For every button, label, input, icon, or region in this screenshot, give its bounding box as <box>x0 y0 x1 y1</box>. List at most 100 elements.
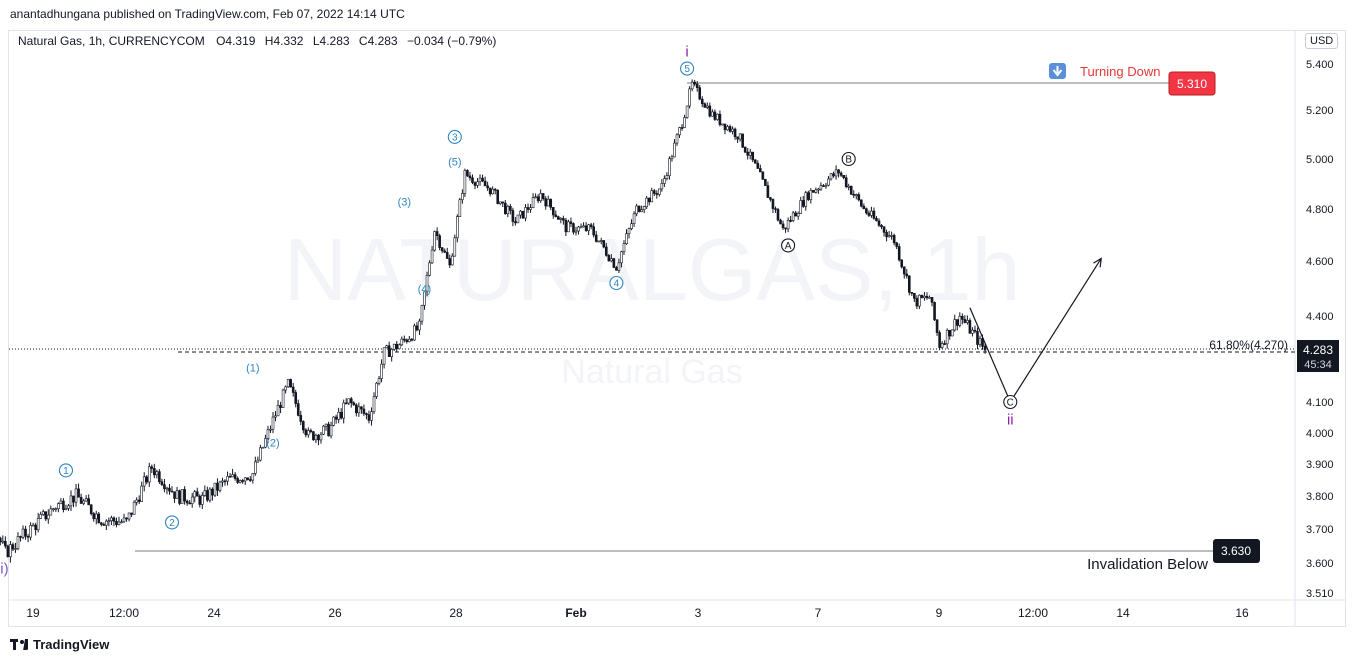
price-tick-5: 4.400 <box>1306 311 1334 323</box>
current-price-value: 4.283 <box>1303 343 1333 357</box>
candle-26-7-body <box>415 325 419 331</box>
candle-20-4-body <box>296 403 300 416</box>
candle-29-4-body <box>458 199 462 217</box>
candle-10-3-body <box>62 500 65 510</box>
down-arrow-glyph <box>1052 66 1063 77</box>
wave-label-3: (1) <box>246 363 259 375</box>
candle-24-2-body <box>372 396 376 413</box>
price-tick-7: 4.000 <box>1306 428 1334 440</box>
candle-25-6-body <box>397 344 401 350</box>
candle-27-5-body <box>430 249 434 264</box>
price-series <box>0 79 987 563</box>
time-tick-0: 19 <box>26 606 40 620</box>
candle-41-1-body <box>713 111 717 120</box>
close-value: 4.283 <box>367 34 398 48</box>
wave-label-8: (5) <box>448 157 461 169</box>
candle-37-1-body <box>637 205 641 212</box>
price-tick-10: 3.700 <box>1306 524 1334 536</box>
candle-29-3-body <box>456 216 459 239</box>
low-price-box: 3.630 <box>1213 539 1260 563</box>
tradingview-brand[interactable]: TradingView <box>10 637 109 652</box>
candle-52-1-body <box>961 315 964 320</box>
candle-20-2-body <box>291 386 295 393</box>
candle-36-7-body <box>632 213 636 224</box>
wave-label-5: (3) <box>398 197 411 209</box>
candle-10-8-body <box>74 488 78 503</box>
turning-down-text: Turning Down <box>1080 64 1160 79</box>
high-price-box: 5.310 <box>1168 71 1216 96</box>
candle-52-2-body <box>963 319 967 323</box>
candle-52-5-body <box>971 329 974 334</box>
candle-17-10-body <box>251 473 255 481</box>
candle-9-3-body <box>36 518 40 531</box>
candle-24-5-body <box>380 363 383 379</box>
candle-16-5-body <box>213 482 217 496</box>
wave-label-15: ii <box>1007 412 1014 429</box>
candle-8-10-body <box>29 525 32 538</box>
candle-36-5-body <box>627 228 631 235</box>
candle-32-6-body <box>529 207 532 210</box>
candle-30-3-body <box>471 177 474 183</box>
candle-41-6-body <box>726 126 729 131</box>
high-value: 4.332 <box>273 34 304 48</box>
wave-label-circle-10 <box>680 61 695 76</box>
candle-25-2-body <box>387 345 391 357</box>
wave-label-1: 1 <box>63 466 69 477</box>
candle-45-2-body <box>812 190 815 193</box>
candle-44-2-body <box>786 220 790 230</box>
candle-40-1-body <box>693 81 696 85</box>
candle-42-5-body <box>748 151 752 156</box>
candle-20-3-body <box>294 392 298 404</box>
candle-47-9-body <box>885 232 888 238</box>
candle-45-5-body <box>819 185 823 190</box>
candle-14-9-body <box>173 491 176 499</box>
candle-45-8-body <box>827 178 830 186</box>
candle-25-5-body <box>395 343 399 350</box>
candle-9-1-body <box>31 524 35 527</box>
candle-46-5-body <box>849 185 853 195</box>
candle-10-1-body <box>57 503 60 510</box>
candle-21-3-body <box>314 434 318 441</box>
low-value: 4.283 <box>319 34 350 48</box>
candle-22-3-body <box>334 416 338 420</box>
candle-8-4-body <box>14 548 17 550</box>
candle-27-4-body <box>428 262 431 276</box>
candle-40-5-body <box>703 103 707 108</box>
candle-22-8-body <box>347 398 351 404</box>
candle-42-2-body <box>741 133 744 148</box>
candle-33-10-body <box>564 219 568 233</box>
time-tick-3: 26 <box>328 606 342 620</box>
candle-40-6-body <box>705 105 709 108</box>
wave-label-circle-13 <box>841 151 856 167</box>
candle-14-7-body <box>168 487 171 492</box>
candle-41-5-body <box>723 123 727 131</box>
candle-8-5-body <box>16 536 20 549</box>
candle-47-4-body <box>872 210 876 219</box>
candle-13-3-body <box>132 501 136 515</box>
candle-41-4-body <box>721 123 724 126</box>
candle-43-9-body <box>779 219 782 225</box>
candle-37-4-body <box>645 197 649 207</box>
price-tick-11: 3.600 <box>1306 558 1334 570</box>
candle-9-9-body <box>52 508 55 511</box>
price-tick-9: 3.800 <box>1306 491 1334 503</box>
candle-19-5-body <box>284 386 287 391</box>
candle-16-6-body <box>216 482 219 491</box>
candle-13-9-body <box>147 466 151 483</box>
candle-12-1-body <box>102 524 106 526</box>
candle-28-2-body <box>438 235 441 248</box>
candle-46-6-body <box>852 194 856 196</box>
candle-23-2-body <box>352 402 356 406</box>
candle-47-2-body <box>867 212 871 216</box>
candle-26-8-body <box>418 320 421 331</box>
candle-41-2-body <box>716 113 719 120</box>
candle-36-4-body <box>625 233 628 245</box>
candle-51-8-body <box>958 315 962 326</box>
candle-16-7-body <box>218 481 222 491</box>
currency-button[interactable]: USD <box>1305 33 1339 49</box>
candle-22-1-body <box>329 425 333 437</box>
candle-44-5-body <box>794 212 797 217</box>
candle-30-9-body <box>486 185 489 189</box>
candle-20-6-body <box>301 421 305 431</box>
